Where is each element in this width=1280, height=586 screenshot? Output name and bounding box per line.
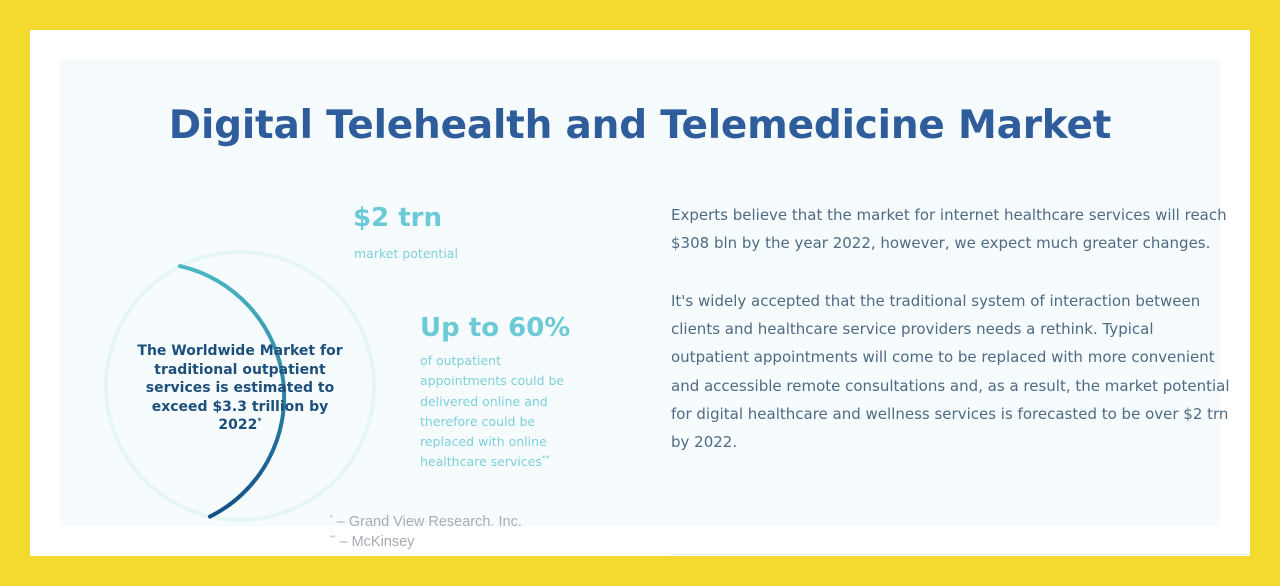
market-panel: Digital Telehealth and Telemedicine Mark… — [60, 60, 1250, 555]
outpatient-share-value: Up to 60% — [420, 313, 571, 343]
footnote-marker: ** — [541, 454, 550, 464]
content-card: Digital Telehealth and Telemedicine Mark… — [30, 30, 1250, 556]
page-title: Digital Telehealth and Telemedicine Mark… — [168, 103, 1112, 148]
footnote-marker: * — [257, 416, 262, 426]
footnote-mckinsey: ** – McKinsey — [330, 534, 415, 550]
footnotes: * – Grand View Research. Inc. ** – McKin… — [330, 512, 522, 552]
paragraph-market-forecast: Experts believe that the market for inte… — [671, 206, 1227, 253]
divider — [670, 554, 1250, 555]
worldwide-market-text: The Worldwide Market for traditional out… — [137, 343, 343, 433]
market-potential-value: $2 trn — [353, 203, 442, 233]
market-ring-graphic — [104, 250, 376, 522]
outpatient-share-label: of outpatient appointments could be deli… — [420, 353, 565, 470]
ring-track — [104, 250, 376, 522]
ring-arc — [178, 264, 287, 519]
paragraph-system-rethink: It's widely accepted that the traditiona… — [671, 292, 1230, 452]
market-potential-label: market potential — [354, 246, 458, 261]
footnote-grand-view: * – Grand View Research. Inc. — [330, 514, 522, 530]
